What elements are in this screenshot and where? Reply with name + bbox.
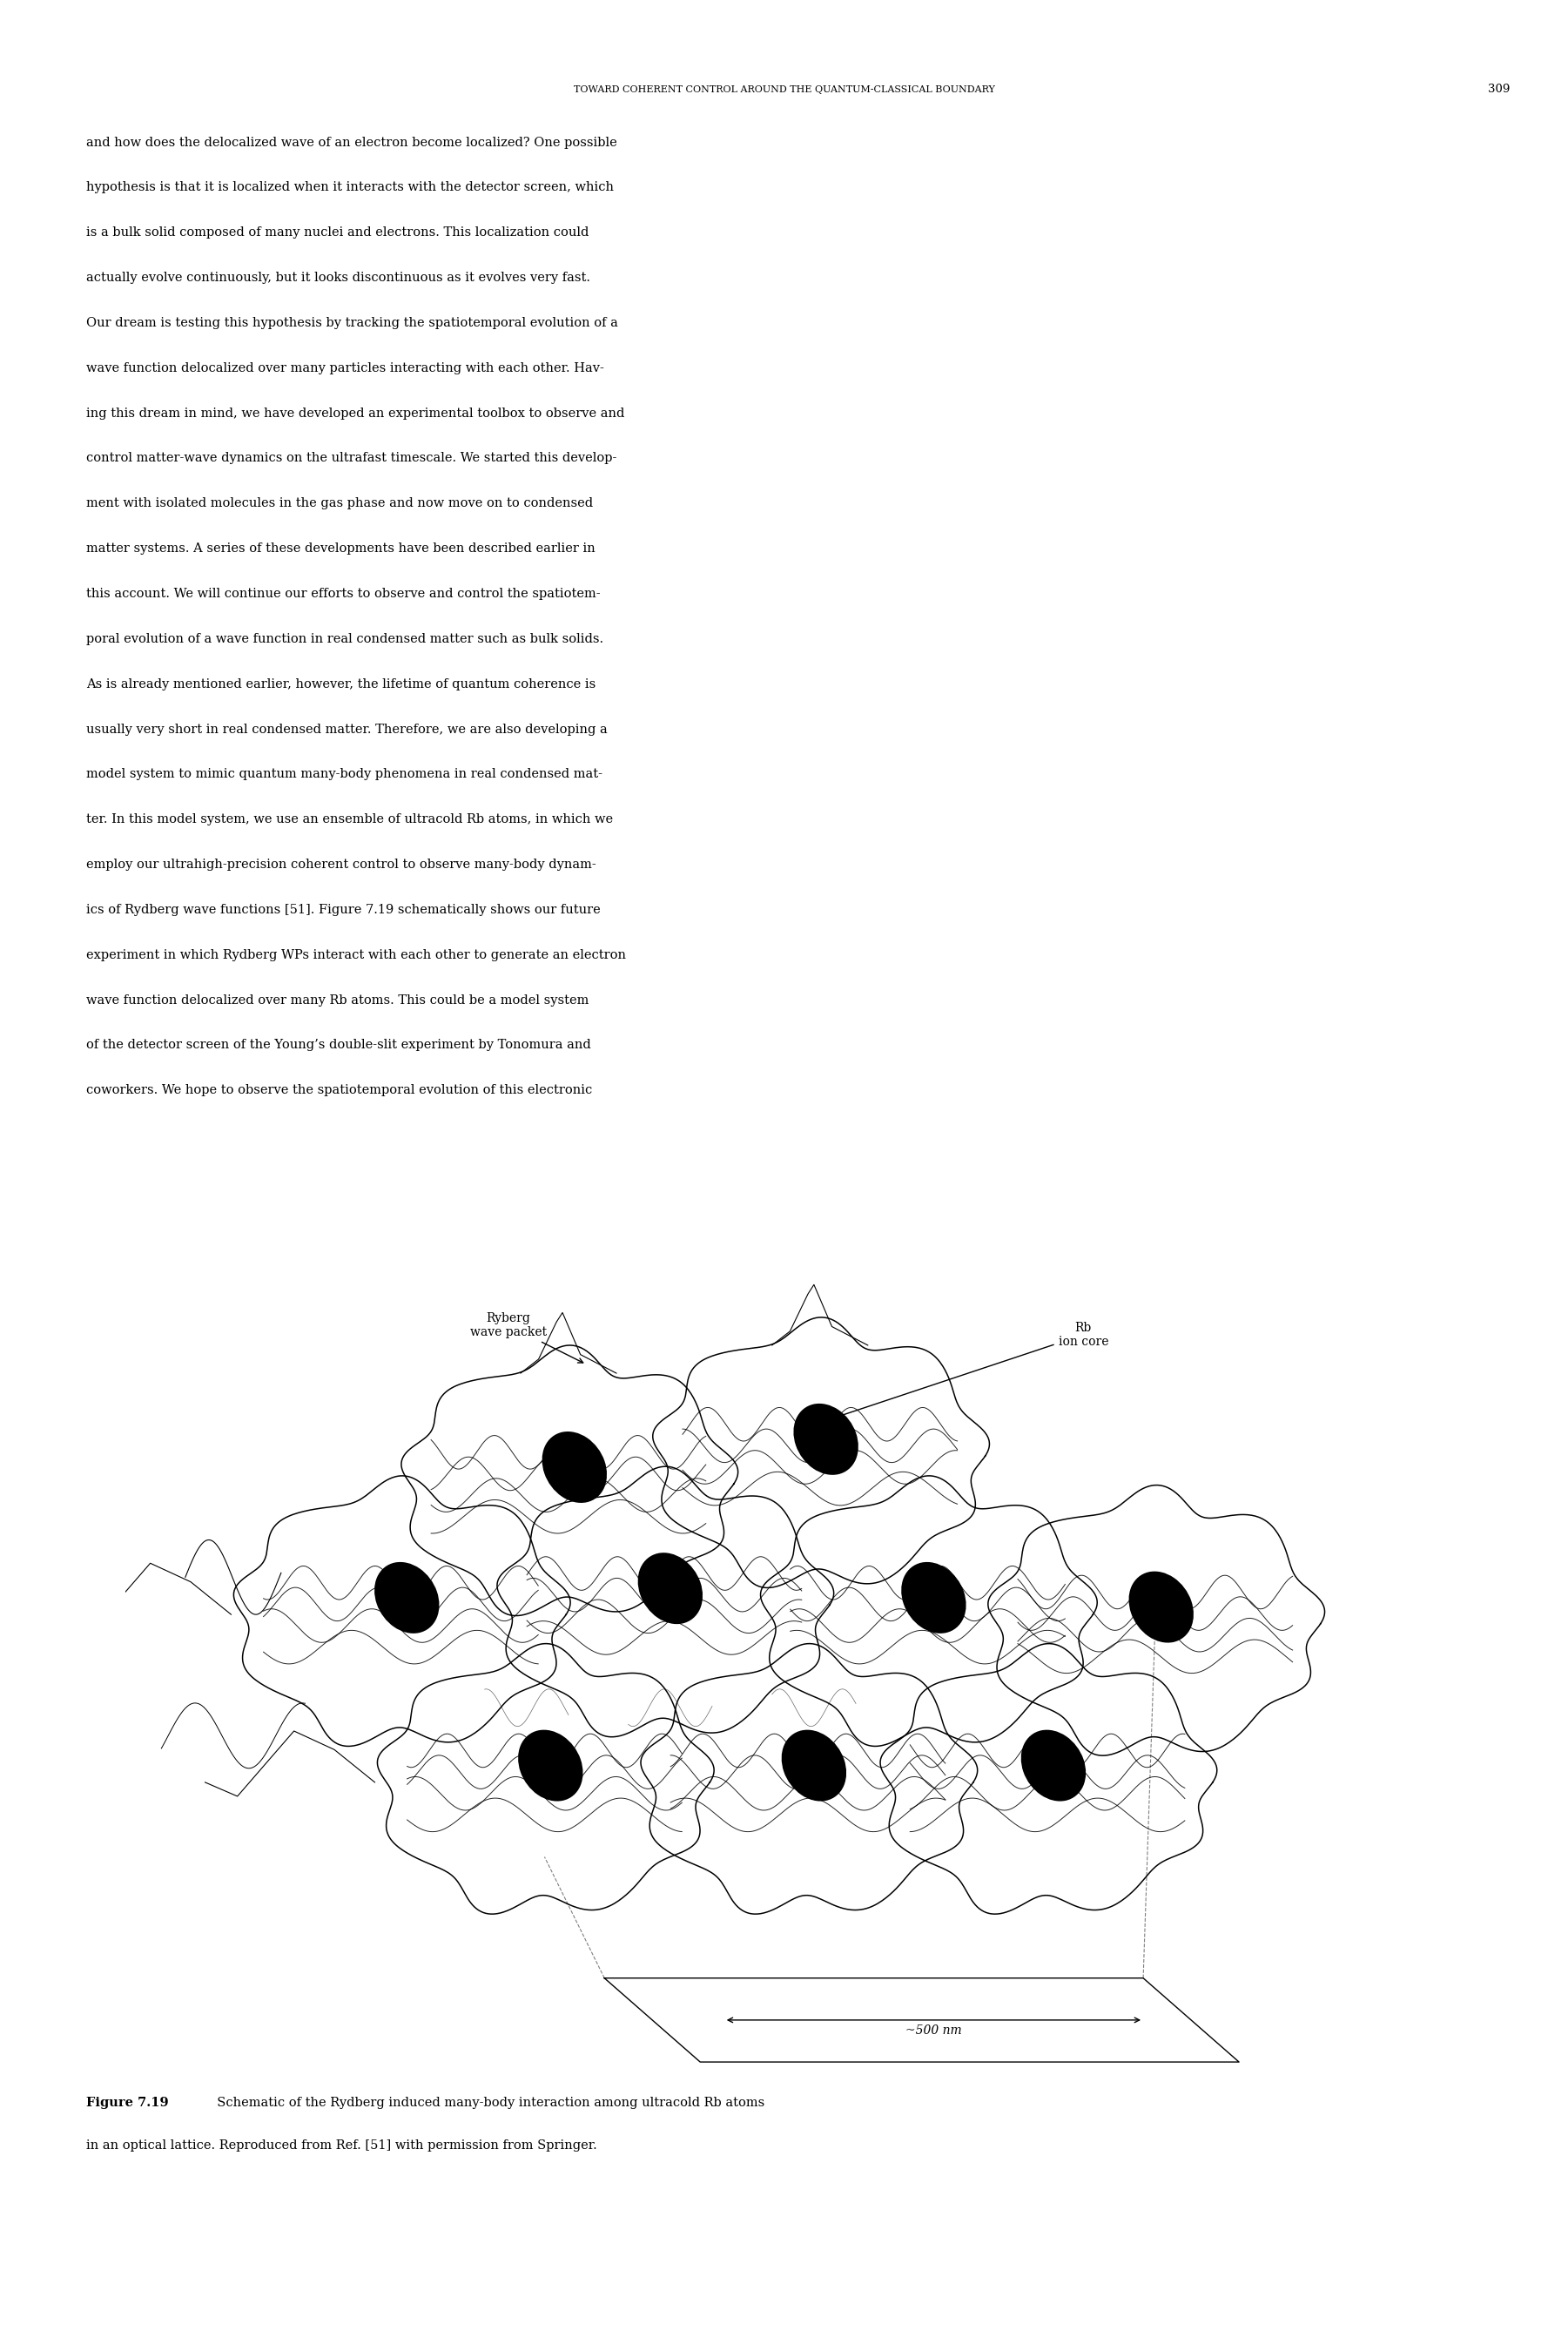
- Text: poral evolution of a wave function in real condensed matter such as bulk solids.: poral evolution of a wave function in re…: [86, 632, 604, 644]
- Text: hypothesis is that it is localized when it interacts with the detector screen, w: hypothesis is that it is localized when …: [86, 181, 613, 193]
- Ellipse shape: [638, 1552, 702, 1625]
- Text: Our dream is testing this hypothesis by tracking the spatiotemporal evolution of: Our dream is testing this hypothesis by …: [86, 317, 618, 329]
- Text: model system to mimic quantum many-body phenomena in real condensed mat-: model system to mimic quantum many-body …: [86, 769, 602, 781]
- Text: matter systems. A series of these developments have been described earlier in: matter systems. A series of these develo…: [86, 543, 596, 555]
- Circle shape: [235, 1486, 566, 1742]
- Text: actually evolve continuously, but it looks discontinuous as it evolves very fast: actually evolve continuously, but it loo…: [86, 273, 590, 284]
- Ellipse shape: [543, 1432, 607, 1502]
- Text: ~500 nm: ~500 nm: [906, 2024, 961, 2036]
- Text: TOWARD COHERENT CONTROL AROUND THE QUANTUM-CLASSICAL BOUNDARY: TOWARD COHERENT CONTROL AROUND THE QUANT…: [574, 85, 994, 94]
- Text: ment with isolated molecules in the gas phase and now move on to condensed: ment with isolated molecules in the gas …: [86, 498, 593, 510]
- Circle shape: [883, 1653, 1212, 1911]
- Text: ics of Rydberg wave functions [51]. Figure 7.19 schematically shows our future: ics of Rydberg wave functions [51]. Figu…: [86, 903, 601, 917]
- Text: ing this dream in mind, we have developed an experimental toolbox to observe and: ing this dream in mind, we have develope…: [86, 407, 624, 418]
- Text: Schematic of the Rydberg induced many-body interaction among ultracold Rb atoms: Schematic of the Rydberg induced many-bo…: [209, 2097, 764, 2109]
- Circle shape: [379, 1653, 709, 1911]
- Text: of the detector screen of the Young’s double-slit experiment by Tonomura and: of the detector screen of the Young’s do…: [86, 1039, 591, 1051]
- Text: control matter-wave dynamics on the ultrafast timescale. We started this develop: control matter-wave dynamics on the ultr…: [86, 451, 616, 465]
- Text: in an optical lattice. Reproduced from Ref. [51] with permission from Springer.: in an optical lattice. Reproduced from R…: [86, 2139, 597, 2151]
- Text: coworkers. We hope to observe the spatiotemporal evolution of this electronic: coworkers. We hope to observe the spatio…: [86, 1084, 593, 1096]
- Ellipse shape: [1021, 1730, 1085, 1801]
- Circle shape: [643, 1653, 972, 1911]
- Text: this account. We will continue our efforts to observe and control the spatiotem-: this account. We will continue our effor…: [86, 588, 601, 600]
- Text: and how does the delocalized wave of an electron become localized? One possible: and how does the delocalized wave of an …: [86, 136, 618, 148]
- Text: Ryberg
wave packet: Ryberg wave packet: [470, 1312, 583, 1364]
- Ellipse shape: [902, 1561, 966, 1634]
- Text: 309: 309: [1488, 85, 1510, 94]
- Text: employ our ultrahigh-precision coherent control to observe many-body dynam-: employ our ultrahigh-precision coherent …: [86, 858, 596, 870]
- Circle shape: [991, 1495, 1320, 1751]
- Circle shape: [403, 1357, 734, 1613]
- Text: experiment in which Rydberg WPs interact with each other to generate an electron: experiment in which Rydberg WPs interact…: [86, 950, 626, 962]
- Text: usually very short in real condensed matter. Therefore, we are also developing a: usually very short in real condensed mat…: [86, 724, 607, 736]
- Ellipse shape: [1129, 1570, 1193, 1643]
- Ellipse shape: [781, 1730, 847, 1801]
- Circle shape: [655, 1328, 985, 1585]
- Ellipse shape: [793, 1404, 858, 1474]
- Text: is a bulk solid composed of many nuclei and electrons. This localization could: is a bulk solid composed of many nuclei …: [86, 226, 590, 240]
- Circle shape: [762, 1486, 1093, 1742]
- Text: Rb
ion core: Rb ion core: [829, 1321, 1109, 1420]
- Text: wave function delocalized over many Rb atoms. This could be a model system: wave function delocalized over many Rb a…: [86, 994, 590, 1006]
- Text: As is already mentioned earlier, however, the lifetime of quantum coherence is: As is already mentioned earlier, however…: [86, 677, 596, 691]
- Text: ter. In this model system, we use an ensemble of ultracold Rb atoms, in which we: ter. In this model system, we use an ens…: [86, 813, 613, 825]
- Circle shape: [499, 1476, 829, 1733]
- Ellipse shape: [517, 1730, 583, 1801]
- Ellipse shape: [375, 1561, 439, 1634]
- Text: wave function delocalized over many particles interacting with each other. Hav-: wave function delocalized over many part…: [86, 362, 604, 374]
- Text: Figure 7.19: Figure 7.19: [86, 2097, 169, 2109]
